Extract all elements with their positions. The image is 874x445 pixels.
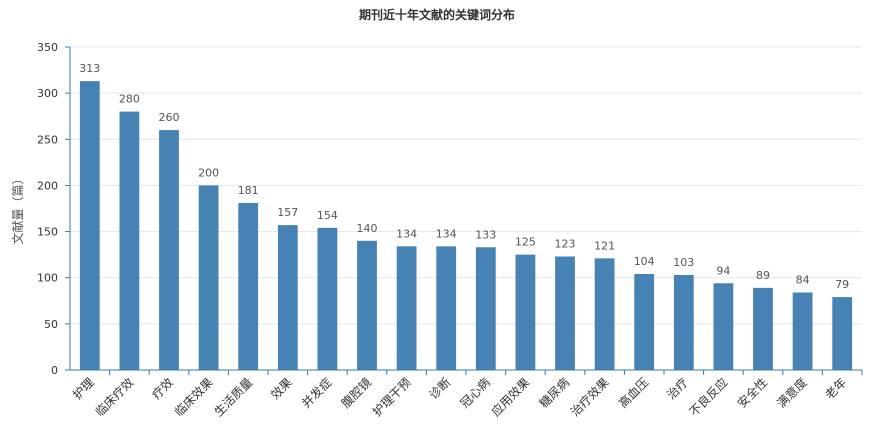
bar-5[interactable]	[238, 202, 259, 370]
x-tick-label: 生活质量	[211, 375, 255, 419]
data-label: 140	[357, 222, 378, 235]
y-tick-label: 300	[37, 87, 58, 100]
bar-13[interactable]	[555, 256, 575, 370]
x-tick-label: 老年	[822, 375, 849, 402]
y-axis-label: 文献量（篇）	[10, 172, 25, 244]
bar-3[interactable]	[159, 130, 179, 370]
x-tick-label: 治疗	[664, 375, 691, 402]
bar-15[interactable]	[634, 274, 655, 370]
bar-14[interactable]	[594, 258, 615, 370]
x-tick-label: 应用效果	[488, 375, 533, 420]
data-label: 181	[238, 184, 259, 197]
bars	[79, 81, 853, 370]
data-label: 121	[594, 239, 615, 252]
x-tick-label: 满意度	[774, 375, 810, 411]
x-tick-label: 安全性	[734, 375, 770, 411]
grid-lines	[70, 46, 862, 325]
data-label: 134	[436, 227, 457, 240]
bar-4[interactable]	[198, 185, 219, 370]
bar-17[interactable]	[713, 283, 734, 370]
data-label: 103	[673, 256, 694, 269]
chart-title: 期刊近十年文献的关键词分布	[359, 7, 515, 22]
x-tick-label: 诊断	[426, 375, 454, 403]
x-tick-label: 临床效果	[171, 375, 216, 420]
bar-2[interactable]	[119, 111, 140, 370]
data-labels: 313 280 260 200 181 157 154 140 134 134 133 125 123 1…	[79, 62, 849, 291]
x-tick-label: 并发症	[298, 375, 334, 411]
data-label: 104	[634, 255, 655, 268]
bar-20[interactable]	[832, 297, 853, 370]
bar-6[interactable]	[277, 225, 298, 370]
bar-16[interactable]	[673, 274, 694, 370]
y-tick-label: 100	[37, 272, 58, 285]
data-label: 79	[835, 278, 849, 291]
bar-7[interactable]	[317, 227, 338, 370]
data-label: 313	[79, 62, 100, 75]
x-tick-label: 效果	[267, 375, 295, 403]
bar-1[interactable]	[79, 81, 100, 370]
data-label: 125	[515, 236, 536, 249]
y-tick-label: 150	[37, 226, 58, 239]
bar-10[interactable]	[436, 246, 457, 370]
data-label: 89	[756, 269, 770, 282]
bar-19[interactable]	[792, 292, 813, 370]
data-label: 154	[317, 209, 338, 222]
bar-18[interactable]	[753, 287, 773, 370]
data-label: 157	[277, 206, 298, 219]
x-tick-label: 治疗效果	[567, 375, 612, 420]
x-tick-label: 不良反应	[686, 375, 731, 420]
x-tick-label: 高血压	[615, 375, 651, 411]
y-tick-label: 350	[37, 41, 58, 54]
data-label: 280	[119, 93, 140, 106]
data-label: 134	[396, 227, 417, 240]
x-tick-label: 冠心病	[457, 375, 493, 411]
data-label: 94	[716, 264, 730, 277]
data-label: 84	[796, 273, 810, 286]
bar-12[interactable]	[515, 254, 536, 370]
y-tick-label: 250	[37, 133, 58, 146]
data-label: 200	[198, 166, 219, 179]
y-tick-label: 0	[51, 364, 58, 377]
data-label: 133	[475, 228, 496, 241]
bar-11[interactable]	[475, 247, 496, 370]
x-tick-label: 护理	[70, 375, 97, 402]
data-label: 123	[555, 237, 576, 250]
x-tick-label: 腹腔镜	[338, 375, 374, 411]
x-tick-label: 疗效	[149, 375, 177, 403]
y-tick-label: 50	[44, 318, 58, 331]
x-tick-label: 临床疗效	[92, 375, 137, 420]
bar-8[interactable]	[357, 240, 377, 370]
bar-9[interactable]	[396, 246, 417, 370]
y-tick-label: 200	[37, 179, 58, 192]
data-label: 260	[159, 111, 180, 124]
x-tick-label: 糖尿病	[536, 375, 572, 411]
x-tick-label: 护理干预	[370, 375, 414, 419]
